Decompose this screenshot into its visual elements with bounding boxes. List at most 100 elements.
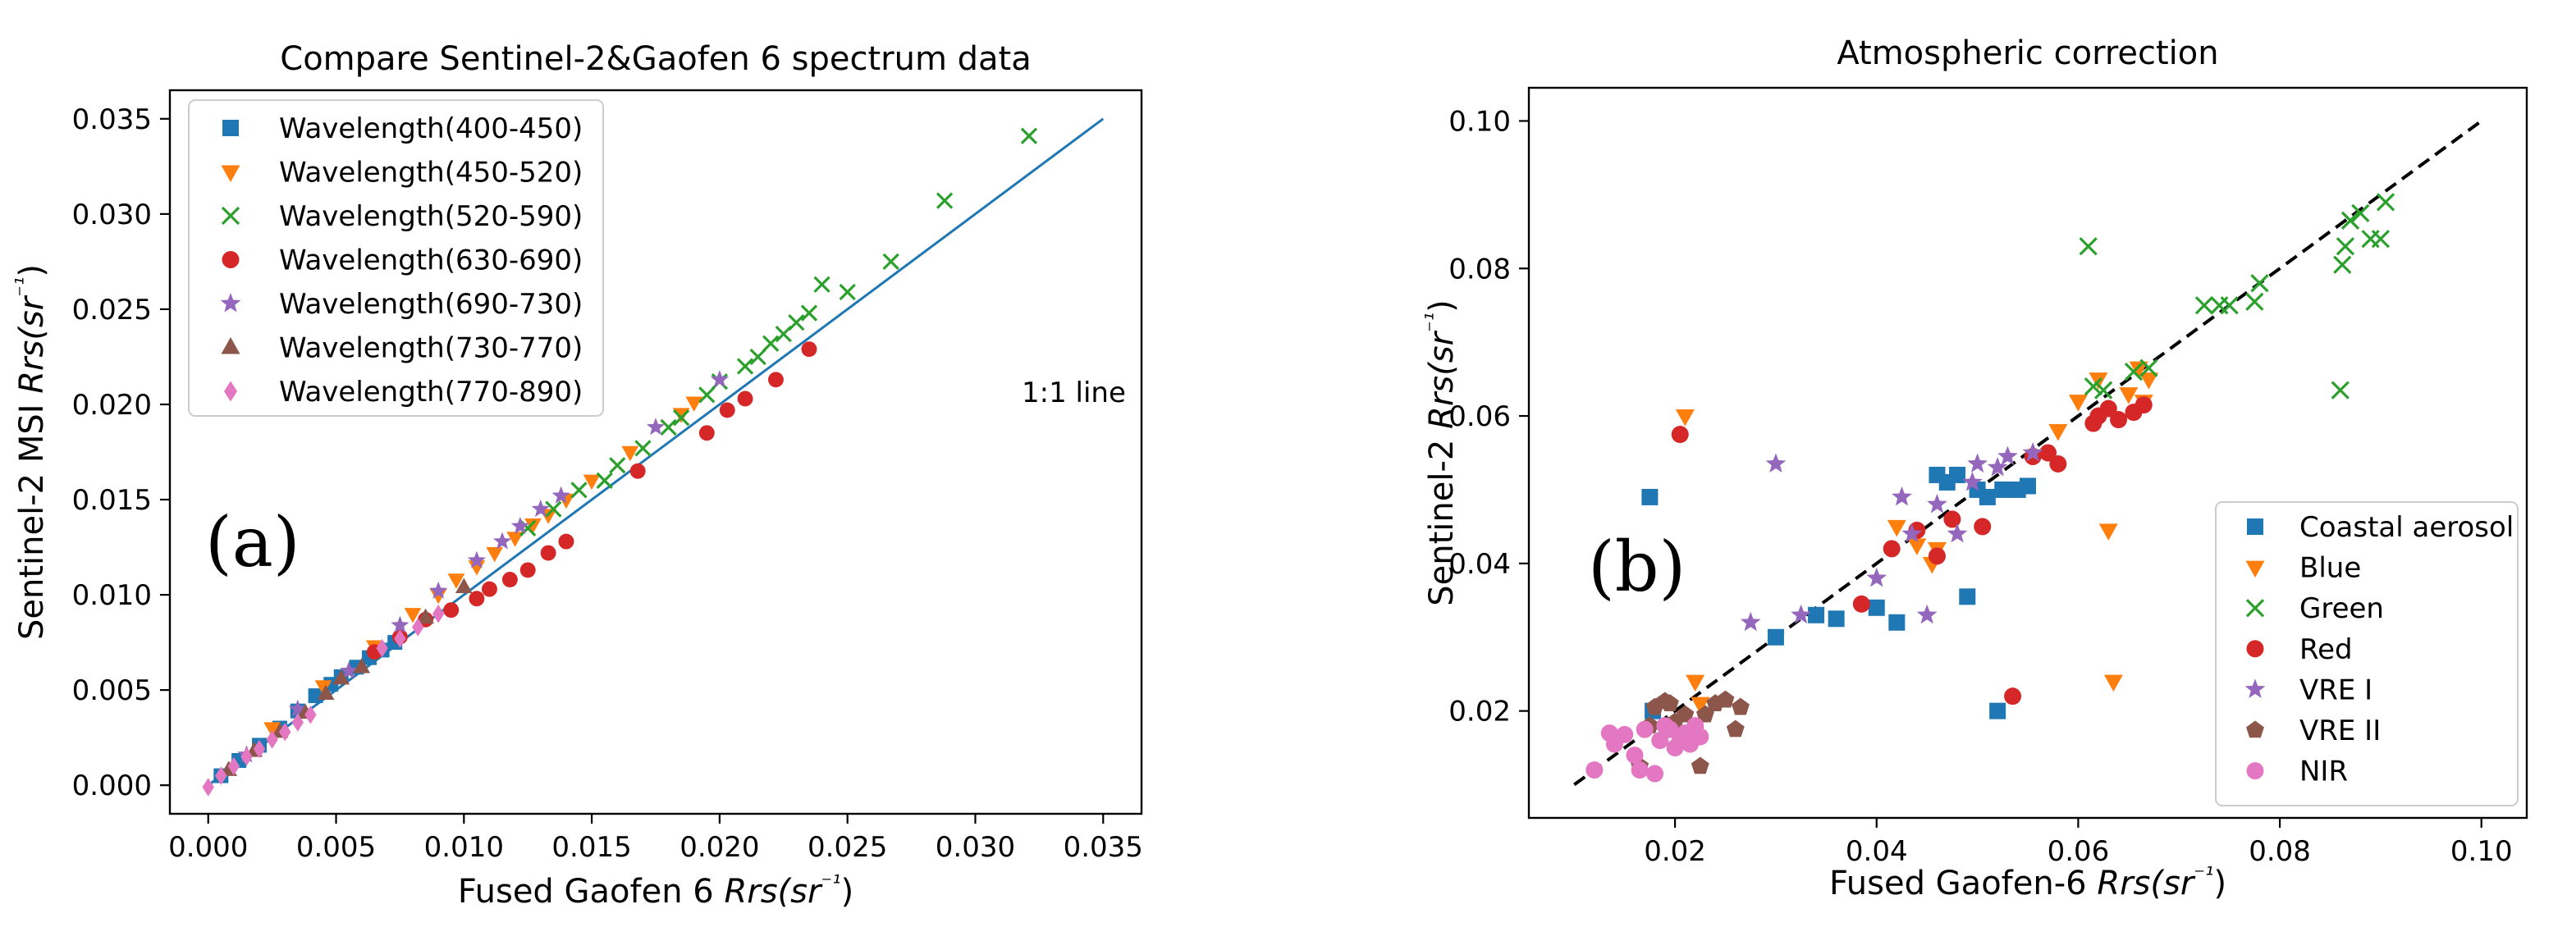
- legend-entry: Wavelength(520-590): [279, 200, 583, 233]
- legend-entry: Wavelength(630-690): [279, 244, 583, 277]
- legend-marker-square: [222, 120, 239, 136]
- data-point-triangle-down: [2048, 424, 2068, 441]
- data-point-pentagon: [1716, 690, 1735, 708]
- data-point-circle: [2049, 454, 2067, 473]
- data-point-triangle-down: [1887, 519, 1906, 537]
- data-point-star: [551, 486, 570, 504]
- legend-marker-triangle-up: [221, 337, 240, 354]
- data-point-x: [698, 386, 716, 404]
- data-point-star: [391, 615, 410, 633]
- data-point-x: [749, 348, 766, 366]
- one-to-one-annotation: 1:1 line: [1022, 377, 1126, 409]
- data-point-x: [2333, 255, 2352, 274]
- data-point-circle: [501, 572, 518, 587]
- legend-entry: Wavelength(770-890): [279, 376, 583, 409]
- data-point-circle: [1928, 547, 1946, 565]
- data-point-triangle-down: [263, 722, 281, 737]
- data-point-square: [1868, 599, 1885, 616]
- data-point-circle: [1631, 761, 1649, 779]
- data-point-circle: [1616, 725, 1634, 743]
- data-point-circle: [482, 581, 497, 597]
- data-point-square: [1641, 488, 1659, 505]
- legend-entry: NIR: [2299, 756, 2348, 788]
- legend-entry: Green: [2299, 592, 2384, 625]
- data-point-triangle-down: [2129, 361, 2148, 379]
- data-point-circle: [2004, 687, 2022, 706]
- data-point-circle: [719, 402, 735, 418]
- data-point-circle: [519, 562, 536, 578]
- data-point-triangle-up: [317, 684, 335, 700]
- panel-label-a: (a): [205, 502, 300, 582]
- data-layer: [1573, 119, 2482, 787]
- data-point-star: [429, 581, 448, 599]
- data-point-x: [2336, 237, 2355, 256]
- legend-entry: Wavelength(730-770): [279, 332, 583, 365]
- data-point-diamond: [266, 730, 278, 749]
- x-tick-label: 0.015: [551, 831, 631, 864]
- data-point-circle: [2039, 444, 2057, 462]
- legend-marker-circle: [222, 251, 240, 268]
- legend-marker-star: [220, 293, 241, 313]
- data-point-x: [2093, 381, 2113, 400]
- data-point-triangle-down: [2103, 674, 2123, 692]
- legend-entry: Wavelength(690-730): [279, 288, 583, 321]
- data-point-triangle-up: [332, 669, 350, 685]
- y-tick-label: 0.04: [1448, 548, 1511, 581]
- y-tick-label: 0.010: [72, 579, 152, 612]
- data-point-x: [800, 304, 818, 322]
- data-point-pentagon: [1732, 697, 1750, 715]
- data-point-star: [1997, 445, 2018, 466]
- data-point-triangle-up: [455, 578, 473, 593]
- data-point-triangle-down: [1675, 409, 1695, 427]
- data-point-circle: [1883, 540, 1901, 558]
- x-tick-label: 0.06: [2048, 835, 2110, 868]
- data-point-circle: [1943, 510, 1961, 528]
- x-tick-label: 0.010: [424, 831, 504, 864]
- data-point-circle: [1585, 761, 1604, 779]
- x-tick-label: 0.08: [2249, 835, 2311, 868]
- legend-marker-star: [2244, 678, 2266, 698]
- data-point-diamond: [394, 629, 406, 648]
- data-point-star: [1947, 523, 1968, 543]
- data-point-x: [596, 472, 613, 489]
- data-point-x: [736, 358, 754, 375]
- data-point-star: [1962, 471, 1983, 491]
- data-point-star: [1892, 486, 1912, 506]
- data-point-triangle-down: [2098, 523, 2118, 541]
- data-point-circle: [2099, 400, 2117, 418]
- data-point-square: [1828, 610, 1845, 628]
- legend-entry: Wavelength(400-450): [279, 112, 583, 145]
- data-point-x: [1020, 127, 1038, 144]
- data-point-circle: [2134, 396, 2153, 414]
- data-point-star: [1987, 456, 2008, 477]
- x-axis-label: Fused Gaofen-6 Rrs(sr⁻¹): [1829, 863, 2226, 902]
- plot-area-frame: [1527, 86, 2528, 820]
- x-tick-label: 0.02: [1644, 835, 1706, 868]
- data-point-star: [492, 532, 512, 550]
- data-point-square: [1949, 466, 1966, 483]
- data-point-circle: [1626, 747, 1644, 765]
- data-point-circle: [1691, 728, 1709, 746]
- data-point-triangle-down: [524, 518, 542, 534]
- data-point-triangle-down: [404, 608, 422, 623]
- data-point-x: [788, 314, 805, 331]
- data-point-star: [1791, 604, 1811, 624]
- data-point-circle: [1661, 720, 1679, 738]
- data-point-circle: [698, 425, 715, 441]
- data-point-square: [1989, 702, 2006, 719]
- x-tick-label: 0.025: [808, 831, 887, 864]
- data-point-diamond: [279, 722, 291, 742]
- data-point-star: [288, 699, 307, 717]
- legend-entry: Red: [2299, 633, 2353, 666]
- chart-title: Atmospheric correction: [1837, 34, 2218, 72]
- data-point-x: [2220, 296, 2239, 315]
- data-point-circle: [1671, 426, 1689, 444]
- x-tick-label: 0.020: [679, 831, 759, 864]
- data-point-triangle-down: [506, 532, 524, 547]
- data-point-x: [660, 418, 677, 436]
- data-point-triangle-up: [417, 608, 434, 624]
- data-point-triangle-down: [621, 445, 639, 462]
- data-point-diamond: [376, 638, 388, 658]
- data-point-triangle-down: [1907, 538, 1927, 555]
- data-point-x: [2084, 377, 2102, 396]
